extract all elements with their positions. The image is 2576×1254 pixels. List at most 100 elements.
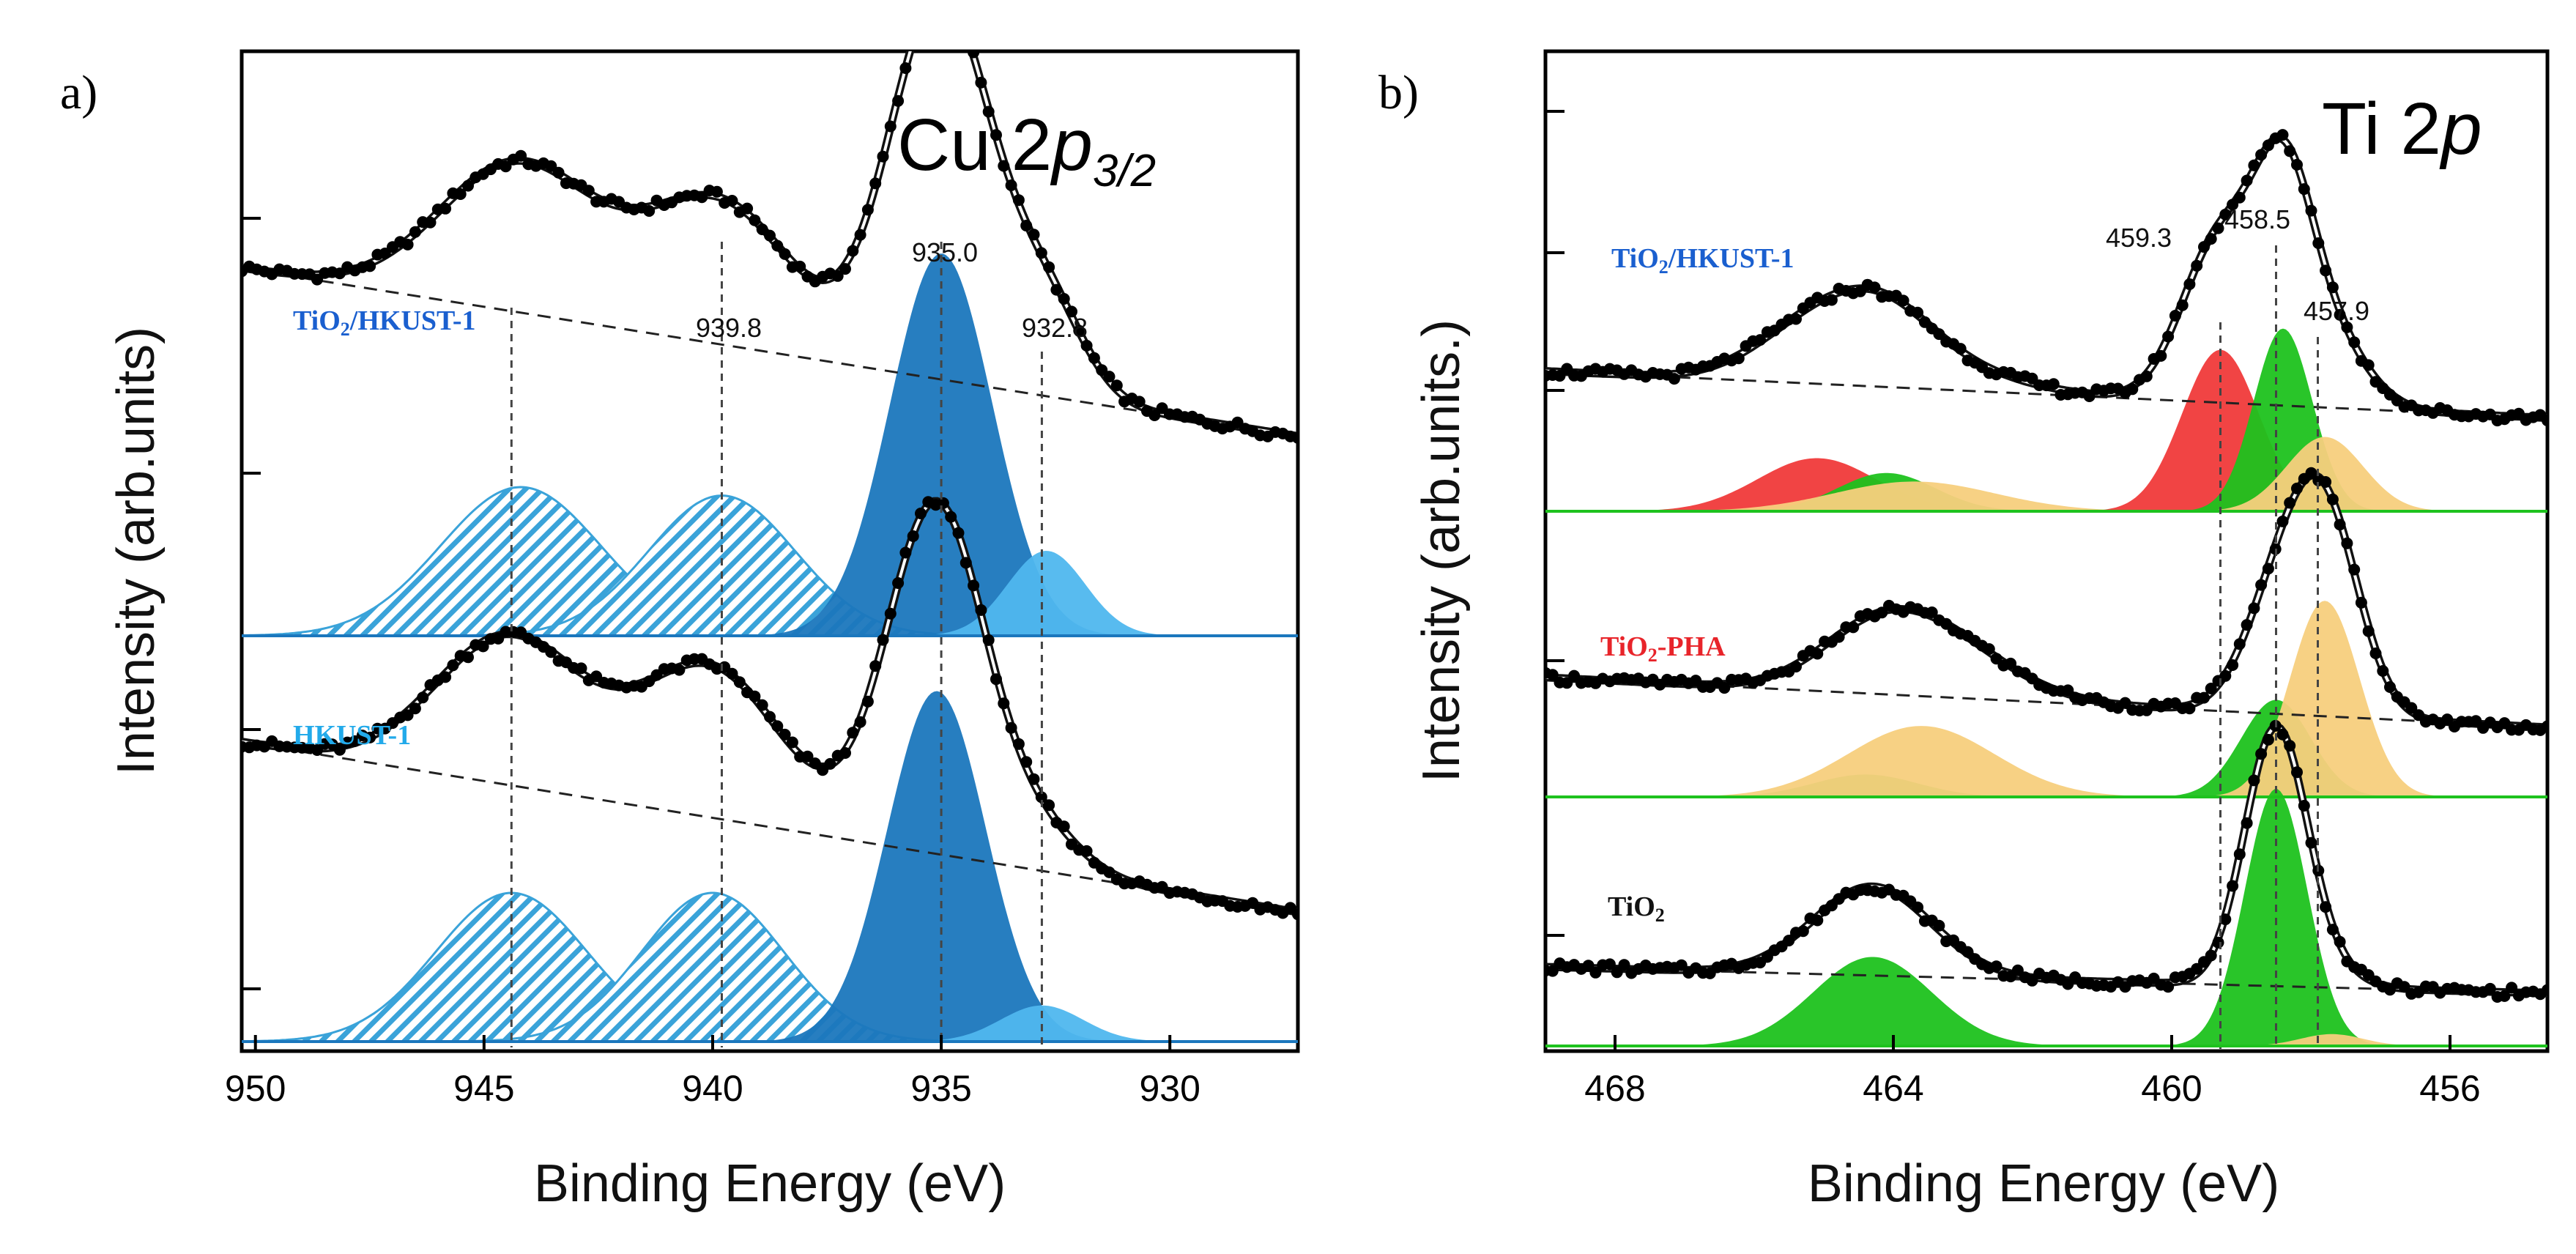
panel-b-spectrum-2-data-point (2026, 974, 2038, 987)
panel-a-spectrum-0-data-point (1292, 431, 1298, 444)
panel-b-spectrum-2-data-point (2212, 936, 2224, 949)
panel-a-spectrum-1-data-point (409, 702, 421, 715)
panel-a-spectrum-0-data-point (439, 202, 452, 215)
panel-b-spectrum-1-data-point (2262, 563, 2274, 575)
panel-a-spectrum-0-data-point (710, 185, 723, 198)
panel-a-spectrum-1-data-point (477, 640, 489, 653)
panel-b-spectrum-1-data-point (1568, 669, 1581, 682)
panel-b-spectrum-0-data-point (1732, 352, 1745, 365)
panel-b-spectrum-0-data-point (2305, 204, 2317, 217)
panel-b-spectrum-0-data-point (2176, 299, 2189, 311)
panel-b-label-tio2-pha: TiO2-PHA (1600, 631, 1726, 666)
panel-a-frame (240, 49, 1300, 1053)
panel-b-spectrum-2-data-point (2291, 766, 2303, 779)
panel-b-spectrum-0-data-point (2262, 139, 2274, 152)
panel-a-spectrum-1-data-point (952, 527, 965, 539)
panel-a-spectrum-0-data-point (643, 205, 656, 217)
panel-b-spectrum-0-data-point (2219, 208, 2232, 220)
panel-b-spectrum-0-data-point (2083, 390, 2096, 402)
panel-b-spectrum-1-data-point (2384, 681, 2396, 693)
panel-a-spectrum-1-data-point (1020, 756, 1033, 768)
panel-b-spectrum-2-envelope-inner (1545, 725, 2547, 995)
panel-a-x-tick-label-1: 945 (453, 1068, 514, 1109)
panel-a-spectrum-1-component-3 (242, 1005, 1298, 1042)
panel-a-spectrum-1-data-point (1080, 845, 1093, 857)
panel-b-spectrum-1-data-point (2355, 596, 2367, 609)
panel-b-plot-area (1545, 129, 2547, 1049)
panel-a-spectrum-1-data-point (945, 511, 957, 523)
panel-b-spectrum-1-data-point (2334, 519, 2346, 531)
panel-b-spectrum-2-data-point (2298, 800, 2310, 812)
panel-a-spectrum-0-data-point (945, 0, 957, 4)
panel-a-spectrum-0-data-point (1028, 229, 1040, 241)
panel-a-spectrum-1-data-point (982, 634, 995, 646)
panel-a-spectrum-0-data-point (998, 160, 1010, 172)
panel-b-spectrum-2-data-point (1961, 946, 1974, 958)
panel-a-axes: 950 945 940 935 930 (225, 217, 1200, 1109)
panel-b-spectrum-2-data-point (2542, 984, 2547, 996)
panel-a-spectrum-1-data-point (801, 750, 814, 763)
panel-b-spectrum-0-data-point (2126, 383, 2139, 396)
panel-a-spectrum-0-data-point (1043, 261, 1055, 273)
panel-a-spectrum-1-data-point (673, 664, 686, 676)
panel-a-spectrum-1-data-point (809, 757, 821, 770)
panel-a-spectrum-0-data-point (892, 94, 905, 107)
panel-b-spectrum-2-data-point (2205, 949, 2217, 962)
panel-a-spectrum-1-data-point (1292, 908, 1298, 921)
panel-b-spectrum-1-data-point (1983, 643, 1995, 656)
panel-b-label-tio2-hkust1: TiO2/HKUST-1 (1611, 243, 1794, 278)
panel-a-spectrum-0-data-point (1148, 409, 1161, 421)
panel-a-spectrum-1-data-point (575, 662, 587, 675)
panel-a-x-tick-label-0: 950 (225, 1068, 286, 1109)
panel-b-spectrum-0-data-point (2198, 241, 2210, 253)
panel-a-spectrum-0-data-point (500, 160, 512, 173)
panel-b-spectrum-2-component-0 (1545, 957, 2547, 1046)
panel-a-spectrum-0-data-point (1080, 339, 1093, 352)
panel-b-spectrum-0-data-point (2284, 145, 2296, 157)
panel-b-spectrum-1-data-point (2005, 657, 2017, 669)
panel-b-spectrum-1-data-point (1561, 677, 1573, 689)
panel-a-spectrum-0-data-point (1133, 396, 1146, 408)
panel-b-spectrum-2-data-point (1589, 966, 1602, 979)
panel-b-spectrum-0-data-point (2362, 359, 2375, 371)
panel-a-spectrum-0-data-point (771, 240, 784, 252)
panel-a-spectrum-0-data-point (915, 17, 927, 29)
panel-a-spectrum-0-data-point (779, 248, 791, 260)
panel-a-spectrum-0 (242, 0, 1298, 637)
panel-a-spectrum-0-data-point (1103, 371, 1116, 383)
panel-b-spectrum-0-data-point (2326, 281, 2339, 294)
panel-b-spectrum-0-data-point (1790, 313, 1802, 325)
panel-b-spectrum-1-data-point (2183, 702, 2196, 715)
panel-a-spectrum-0-data-point (462, 179, 474, 192)
panel-a-label-hkust1: HKUST-1 (293, 720, 411, 751)
panel-a-title-italic: p (1050, 104, 1093, 186)
panel-b-spectrum-0 (1545, 129, 2547, 513)
panel-a-spectrum-1-data-point (1035, 791, 1047, 804)
panel-b-spectrum-0-data-point (2140, 370, 2153, 382)
panel-a-spectrum-1-data-point (959, 557, 972, 569)
panel-a-spectrum-1-data-point (333, 743, 346, 756)
panel-b-spectrum-2-component-2 (1545, 1034, 2547, 1046)
panel-b-spectrum-1-data-point (1926, 606, 1938, 618)
panel-a-spectrum-0-data-point (869, 177, 882, 190)
panel-b-spectrum-2-data-point (1783, 935, 1795, 947)
panel-b-spectrum-1-data-point (2119, 697, 2131, 709)
panel-b-spectrum-0-envelope-inner (1545, 136, 2547, 420)
panel-a-spectrum-0-data-point (861, 204, 874, 216)
panel-a-spectrum-1-data-point (877, 634, 889, 646)
panel-b-spectrum-2-data-point (1675, 959, 1688, 971)
panel-a-spectrum-1-data-point (447, 659, 459, 672)
panel-b-frame (1543, 49, 2550, 1053)
panel-a-spectrum-1-data-point (968, 579, 980, 592)
panel-a-spectrum-0-data-point (696, 191, 708, 204)
panel-b-spectrum-0-data-point (1754, 334, 1767, 346)
panel-b-spectrum-0-data-point (2298, 183, 2310, 196)
panel-b-spectrum-0-data-point (2276, 129, 2289, 141)
panel-b-spectrum-2-data-point (1618, 959, 1630, 971)
panel-a-spectrum-0-data-point (741, 202, 754, 215)
panel-b-spectrum-0-data-point (2227, 199, 2239, 211)
panel-a-spectrum-0-data-point (1073, 324, 1085, 337)
panel-a-spectrum-0-data-point (854, 229, 866, 241)
panel-b-spectrum-0-data-point (1933, 328, 1945, 341)
panel-b-spectrum-0-data-point (2162, 330, 2175, 343)
